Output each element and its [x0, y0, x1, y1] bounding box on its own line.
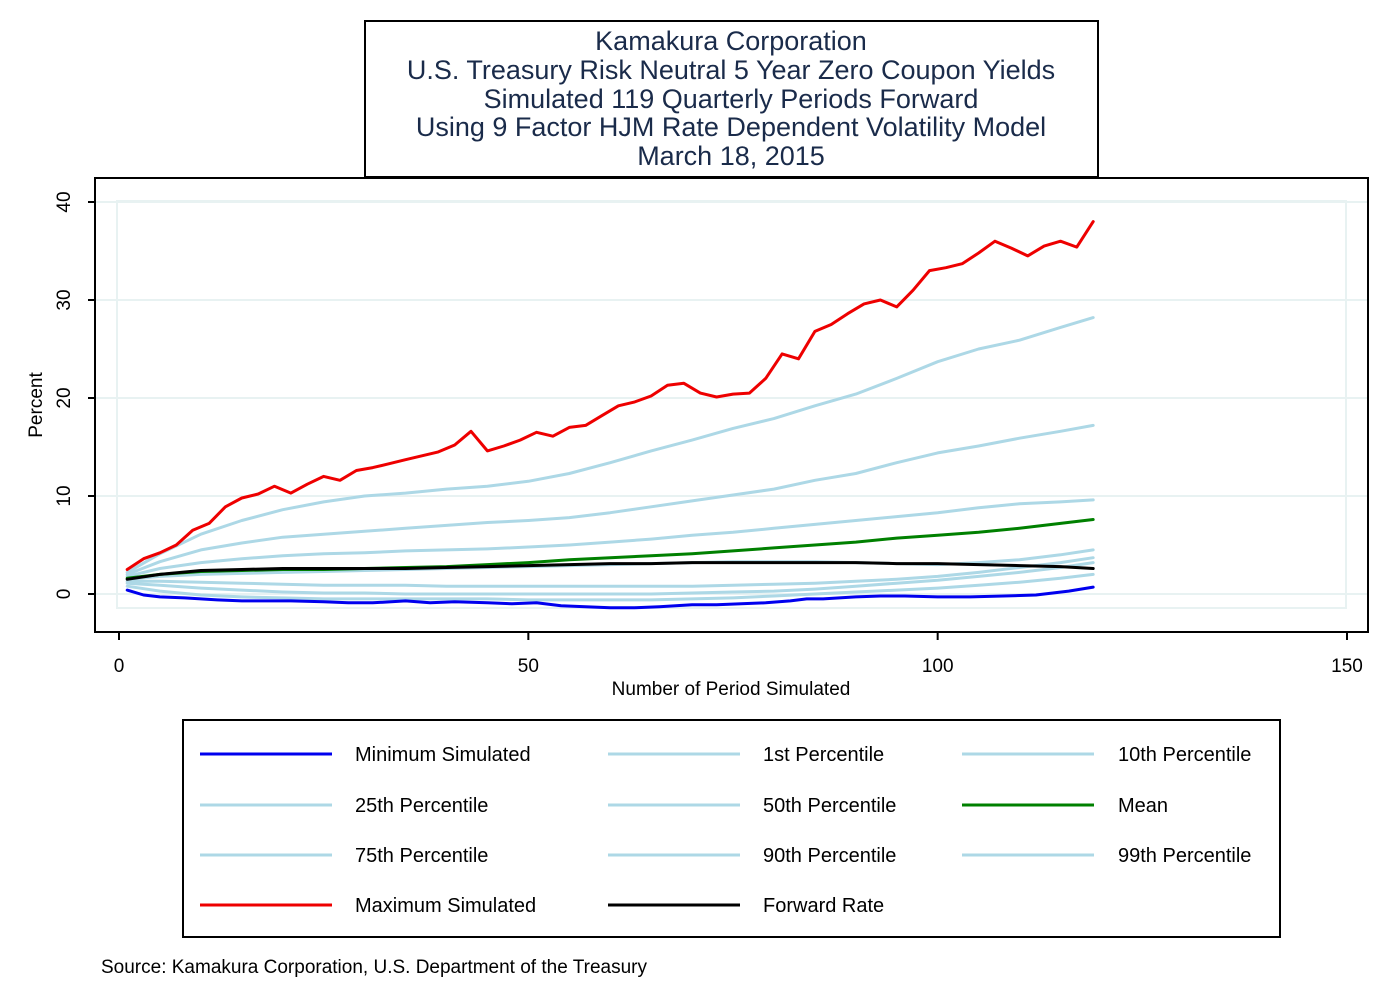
legend-label-mean: Mean	[1118, 795, 1168, 817]
y-tick-label-40: 40	[54, 191, 75, 212]
series-line-maximum-simulated	[125, 220, 1095, 571]
series-lines	[125, 220, 1095, 610]
x-axis-label: Number of Period Simulated	[612, 679, 851, 700]
chart-title-line-2: U.S. Treasury Risk Neutral 5 Year Zero C…	[407, 55, 1055, 85]
x-tick-label-0: 0	[114, 656, 125, 677]
x-tick-label-150: 150	[1331, 656, 1363, 677]
y-axis-label: Percent	[26, 372, 47, 438]
legend-label-25th-percentile: 25th Percentile	[355, 795, 488, 817]
source-note: Source: Kamakura Corporation, U.S. Depar…	[101, 957, 647, 978]
legend-label-minimum-simulated: Minimum Simulated	[355, 744, 531, 766]
y-tick-label-0: 0	[54, 589, 75, 600]
x-tick-label-50: 50	[518, 656, 539, 677]
series-line-90th-percentile	[125, 423, 1095, 576]
chart-title-line-3: Simulated 119 Quarterly Periods Forward	[484, 84, 979, 114]
legend-label-forward-rate: Forward Rate	[763, 895, 884, 917]
series-line-75th-percentile	[125, 498, 1095, 578]
y-axis-ticks: 0 10 20 30 40	[54, 191, 95, 599]
legend-label-maximum-simulated: Maximum Simulated	[355, 895, 536, 917]
legend-label-90th-percentile: 90th Percentile	[763, 845, 896, 867]
legend-label-50th-percentile: 50th Percentile	[763, 795, 896, 817]
series-line-25th-percentile	[125, 556, 1095, 588]
x-tick-label-100: 100	[922, 656, 954, 677]
legend-label-10th-percentile: 10th Percentile	[1118, 744, 1251, 766]
x-axis-ticks: 0 50 100 150	[114, 632, 1363, 677]
y-tick-label-30: 30	[54, 289, 75, 310]
legend-label-1st-percentile: 1st Percentile	[763, 744, 884, 766]
series-line-99th-percentile	[125, 316, 1095, 574]
chart-title-line-1: Kamakura Corporation	[595, 26, 867, 56]
series-line-minimum-simulated	[125, 585, 1095, 610]
plot-frame	[94, 177, 1369, 633]
legend-label-75th-percentile: 75th Percentile	[355, 845, 488, 867]
chart-title-box: Kamakura Corporation U.S. Treasury Risk …	[364, 20, 1099, 178]
y-tick-label-20: 20	[54, 387, 75, 408]
legend: Minimum Simulated 1st Percentile 10th Perc…	[200, 744, 1251, 917]
series-line-10th-percentile	[125, 561, 1095, 596]
legend-label-99th-percentile: 99th Percentile	[1118, 845, 1251, 867]
chart-title-line-4: Using 9 Factor HJM Rate Dependent Volati…	[416, 112, 1046, 142]
legend-box	[182, 719, 1281, 938]
y-tick-label-10: 10	[54, 485, 75, 506]
series-line-forward-rate	[125, 561, 1095, 581]
chart-title-line-5: March 18, 2015	[637, 141, 825, 171]
series-line-1st-percentile	[125, 572, 1095, 602]
